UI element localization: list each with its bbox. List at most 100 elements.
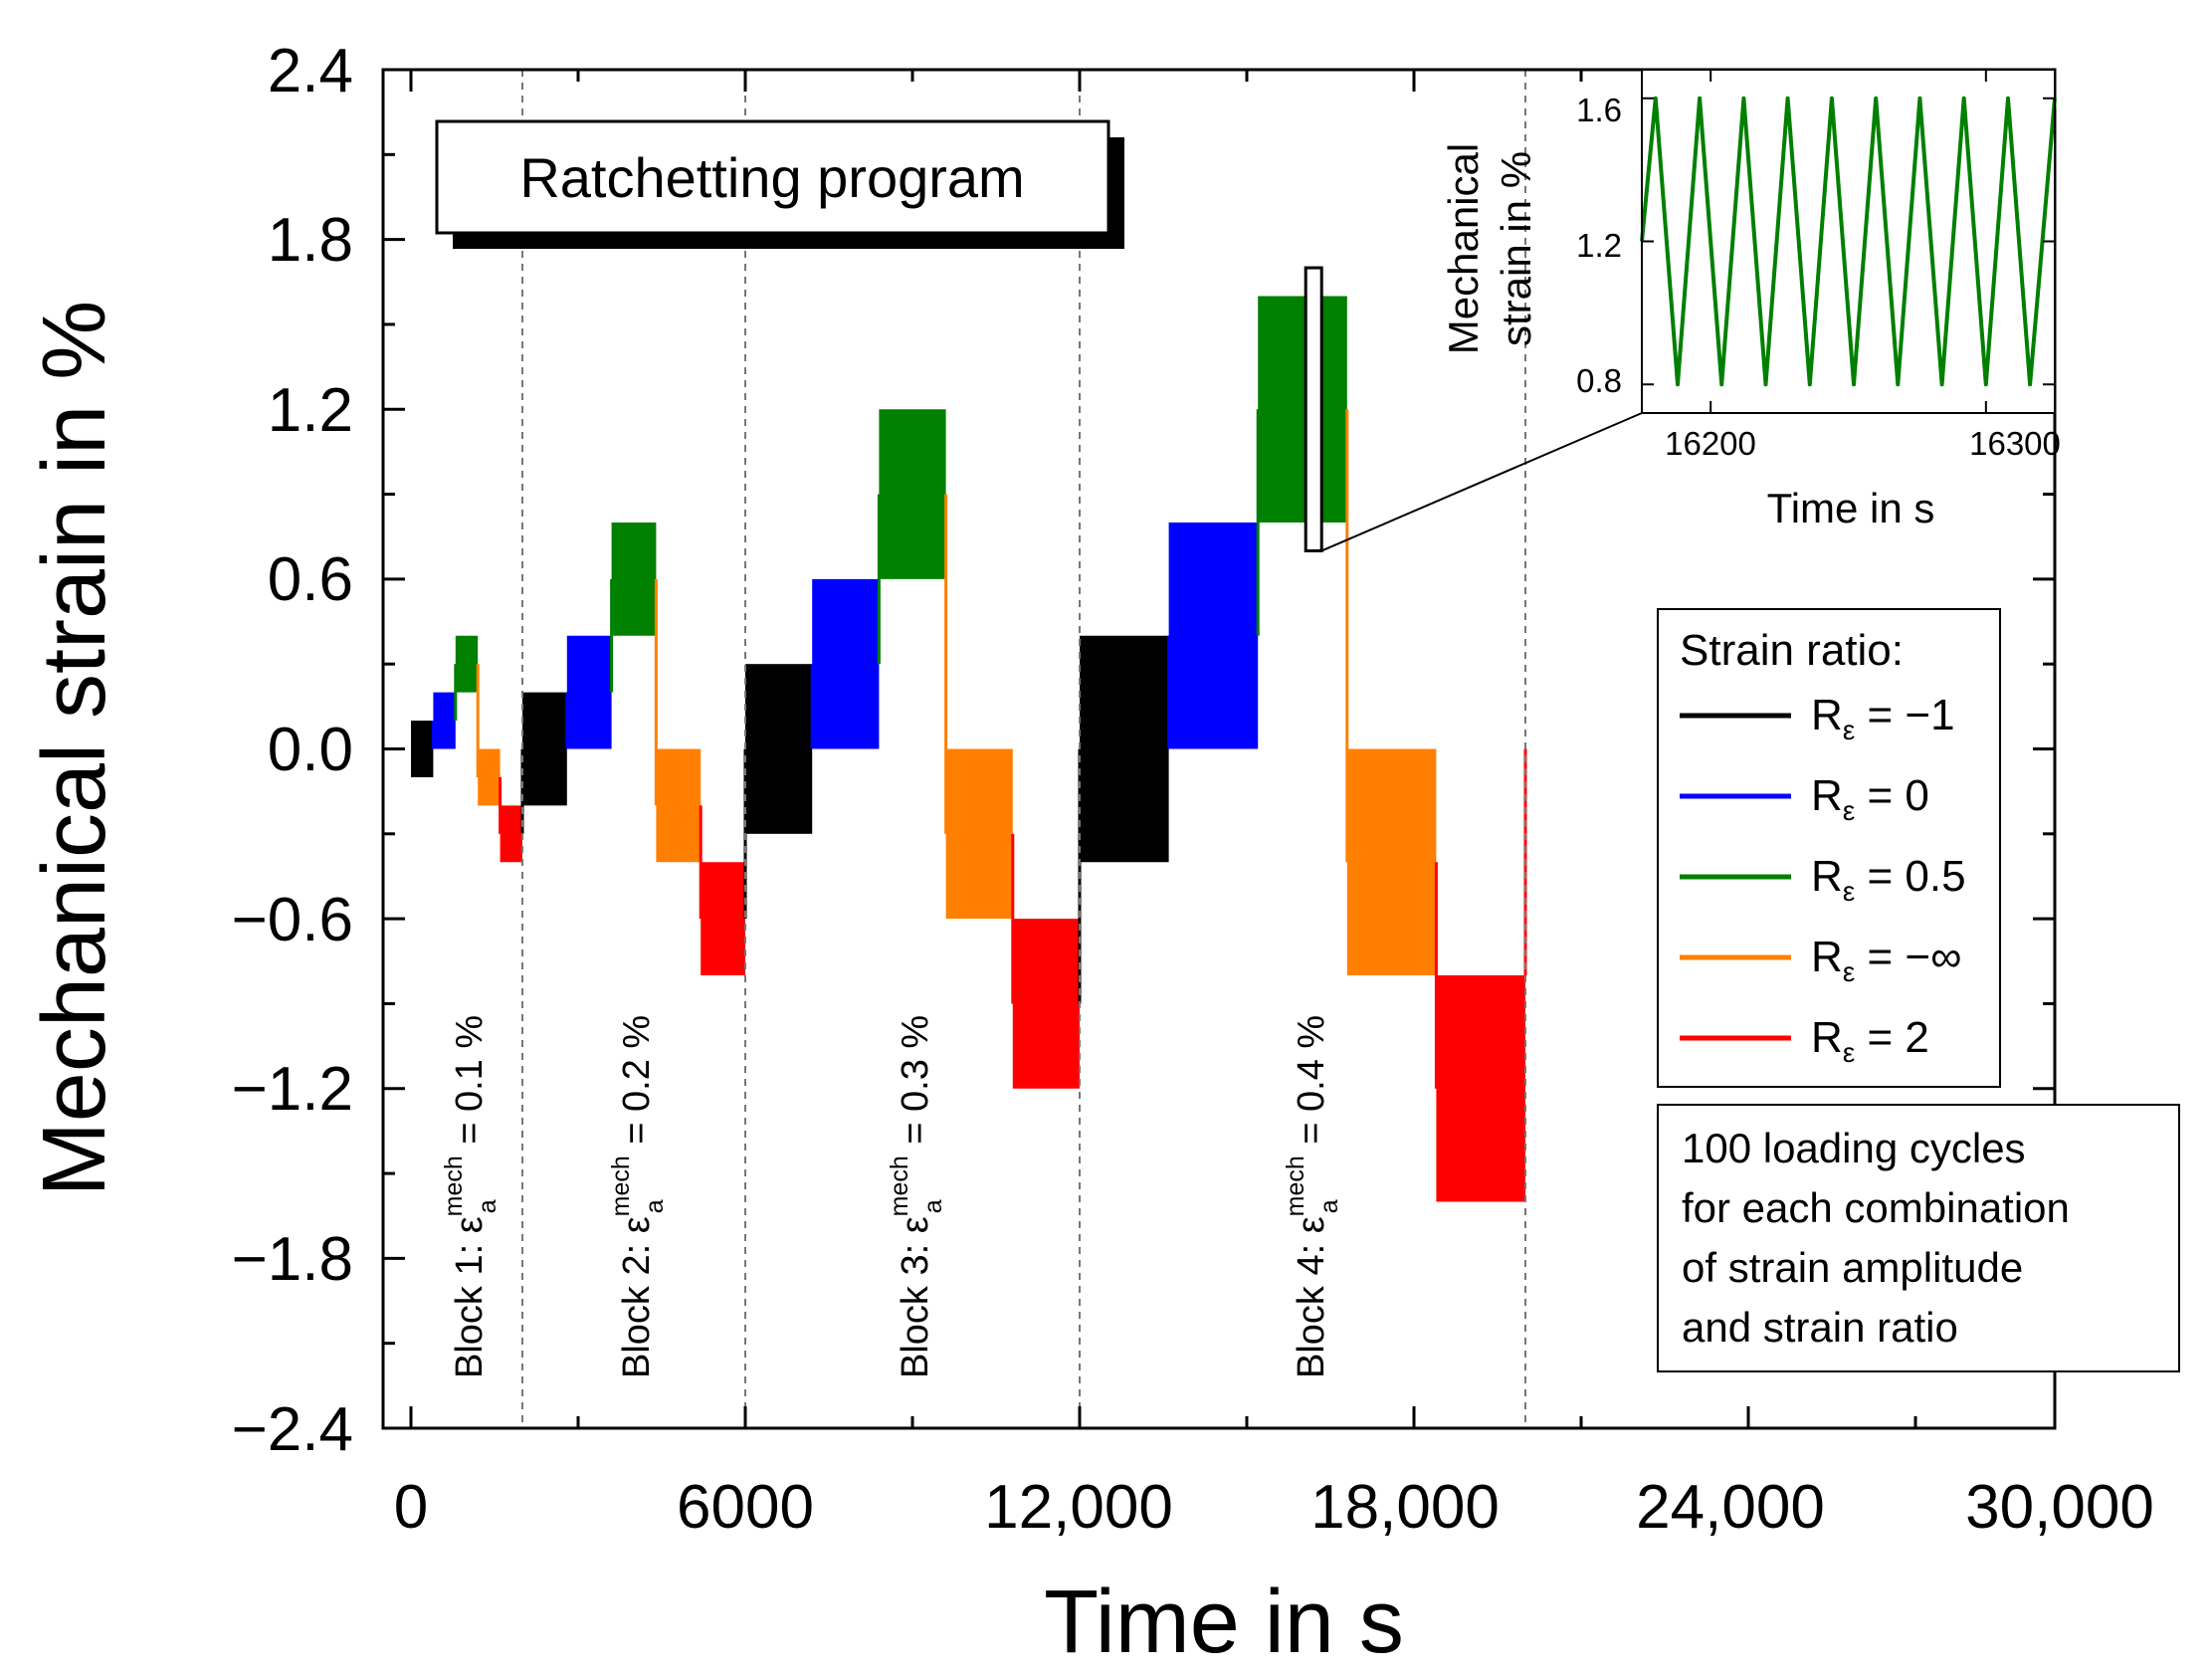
strain-block-3-0 [478, 748, 501, 806]
block-2-label: Block 2: εmech a = 0.2 % [607, 1015, 669, 1378]
strain-block-2-2 [879, 409, 946, 579]
block-label-prefix: Block 1: ε [449, 1216, 491, 1378]
block-label-superscript: mech [1282, 1155, 1309, 1216]
note-box-frame [1657, 1104, 2180, 1372]
strain-block-0-0 [411, 721, 434, 777]
y-tick-label: 0.6 [268, 545, 353, 614]
inset-y-tick-label: 1.2 [1576, 227, 1622, 264]
chart-title: Ratchetting program [519, 146, 1024, 209]
legend-swatches [1680, 713, 1791, 1041]
strain-block-1-0 [433, 692, 456, 749]
x-tick-label: 30,000 [1965, 1473, 2154, 1542]
strain-block-0-2 [745, 664, 813, 834]
block-label-superscript: mech [607, 1155, 635, 1216]
block-label-value: = 0.2 % [616, 1015, 658, 1154]
strain-block-4-2 [1012, 919, 1080, 1089]
y-tick-label: −1.2 [232, 1055, 353, 1124]
series-0 [411, 635, 1169, 863]
block-labels: Block 1: εmech a = 0.1 % Block 2: εmech a … [440, 1015, 1343, 1378]
strain-block-4-0 [500, 805, 522, 863]
block-label-superscript: mech [440, 1155, 468, 1216]
series-1 [433, 523, 1259, 749]
inset-series [1640, 96, 2057, 387]
legend-box [1657, 608, 2001, 1088]
zoom-indicator [1304, 266, 1643, 552]
title-box [435, 119, 1110, 235]
series-3 [478, 748, 1437, 975]
inset-y-tick-label: 0.8 [1576, 362, 1622, 399]
block-label-prefix: Block 4: ε [1291, 1216, 1332, 1378]
x-axis-title: Time in s [1044, 1573, 1404, 1672]
strain-block-2-0 [455, 635, 479, 693]
x-tick-label: 12,000 [984, 1473, 1173, 1542]
block-4-label: Block 4: εmech a = 0.4 % [1282, 1015, 1343, 1378]
block-label-prefix: Block 2: ε [616, 1216, 658, 1378]
inset-y-tick-label: 1.6 [1576, 92, 1622, 128]
strain-block-1-3 [1168, 523, 1259, 749]
y-tick-label: −2.4 [232, 1395, 353, 1464]
y-tick-label: 1.8 [268, 206, 353, 275]
x-tick-label: 24,000 [1636, 1473, 1825, 1542]
legend-title: Strain ratio: [1680, 626, 1904, 675]
y-axis-title: Mechanical strain in % [25, 301, 124, 1196]
y-tick-label: 0.0 [268, 716, 353, 784]
inset-x-tick-label: 16300 [1969, 425, 2061, 462]
strain-block-1-2 [812, 578, 880, 749]
note-line: 100 loading cycles [1682, 1125, 2026, 1171]
y-tick-label: −1.8 [232, 1225, 353, 1294]
block-label-superscript: mech [886, 1155, 913, 1216]
inset-axis-ticks [1642, 70, 2055, 413]
strain-block-2-1 [611, 523, 657, 636]
block-label-subscript: a [1315, 1199, 1343, 1213]
note-line: of strain amplitude [1682, 1244, 2023, 1291]
strain-block-2-3 [1258, 296, 1347, 523]
strain-block-3-3 [1346, 748, 1437, 975]
zoom-window-rect [1304, 266, 1323, 552]
x-tick-label: 6000 [677, 1473, 814, 1542]
main-y-axis-labels: 2.4 1.8 1.2 0.6 0.0 −0.6 −1.2 −1.8 −2.4 [232, 37, 353, 1464]
strain-block-4-3 [1436, 975, 1525, 1202]
block-label-subscript: a [919, 1199, 947, 1213]
inset-y-axis-title-line-2: strain in % [1493, 151, 1539, 346]
strain-block-4-1 [701, 862, 745, 975]
y-tick-label: 1.2 [268, 376, 353, 445]
inset-x-tick-label: 16200 [1665, 425, 1756, 462]
block-label-value: = 0.3 % [895, 1015, 936, 1154]
block-boundary-lines [521, 70, 1526, 1428]
legend-entry-label: Rε = 2 [1811, 1013, 1929, 1068]
legend: Strain ratio: Rε = −1 Rε = 0 Rε = 0.5 Rε… [1657, 608, 2001, 1088]
block-3-label: Block 3: εmech a = 0.3 % [886, 1015, 947, 1378]
block-label-subscript: a [641, 1199, 669, 1213]
y-tick-label: −0.6 [232, 886, 353, 954]
inset-background [1642, 70, 2055, 413]
x-tick-label: 18,000 [1310, 1473, 1500, 1542]
main-x-axis-labels: 0 6000 12,000 18,000 24,000 30,000 [394, 1473, 2154, 1542]
zoom-connector-line [1320, 412, 1643, 552]
block-label-prefix: Block 3: ε [895, 1216, 936, 1378]
note-line: for each combination [1682, 1184, 2070, 1231]
strain-block-3-2 [945, 748, 1013, 920]
legend-entry-label: Rε = −∞ [1811, 933, 1961, 987]
legend-entry-label: Rε = 0.5 [1811, 852, 1966, 907]
block-1-label: Block 1: εmech a = 0.1 % [440, 1015, 502, 1378]
block-label-subscript: a [474, 1199, 502, 1213]
note-box: 100 loading cycles for each combination … [1657, 1104, 2180, 1372]
block-label-value: = 0.1 % [449, 1015, 491, 1154]
inset-series-line-0 [1640, 96, 2057, 387]
block-label-value: = 0.4 % [1291, 1015, 1332, 1154]
x-tick-label: 0 [394, 1473, 428, 1542]
y-tick-label: 2.4 [268, 37, 353, 105]
inset-chart: 1.6 1.2 0.8 16200 16300 Time in s Mechan… [1440, 69, 2061, 531]
legend-entry-label: Rε = 0 [1811, 771, 1929, 826]
series-2 [455, 296, 1347, 693]
inset-x-axis-title: Time in s [1767, 485, 1935, 531]
series-4 [500, 805, 1525, 1202]
strain-block-1-1 [566, 635, 612, 749]
main-plot-marks [411, 296, 1527, 1202]
strain-block-0-3 [1080, 635, 1169, 863]
note-line: and strain ratio [1682, 1304, 1958, 1351]
inset-y-axis-title-line-1: Mechanical [1440, 143, 1487, 354]
chart-title-box: Ratchetting program [435, 119, 1124, 249]
